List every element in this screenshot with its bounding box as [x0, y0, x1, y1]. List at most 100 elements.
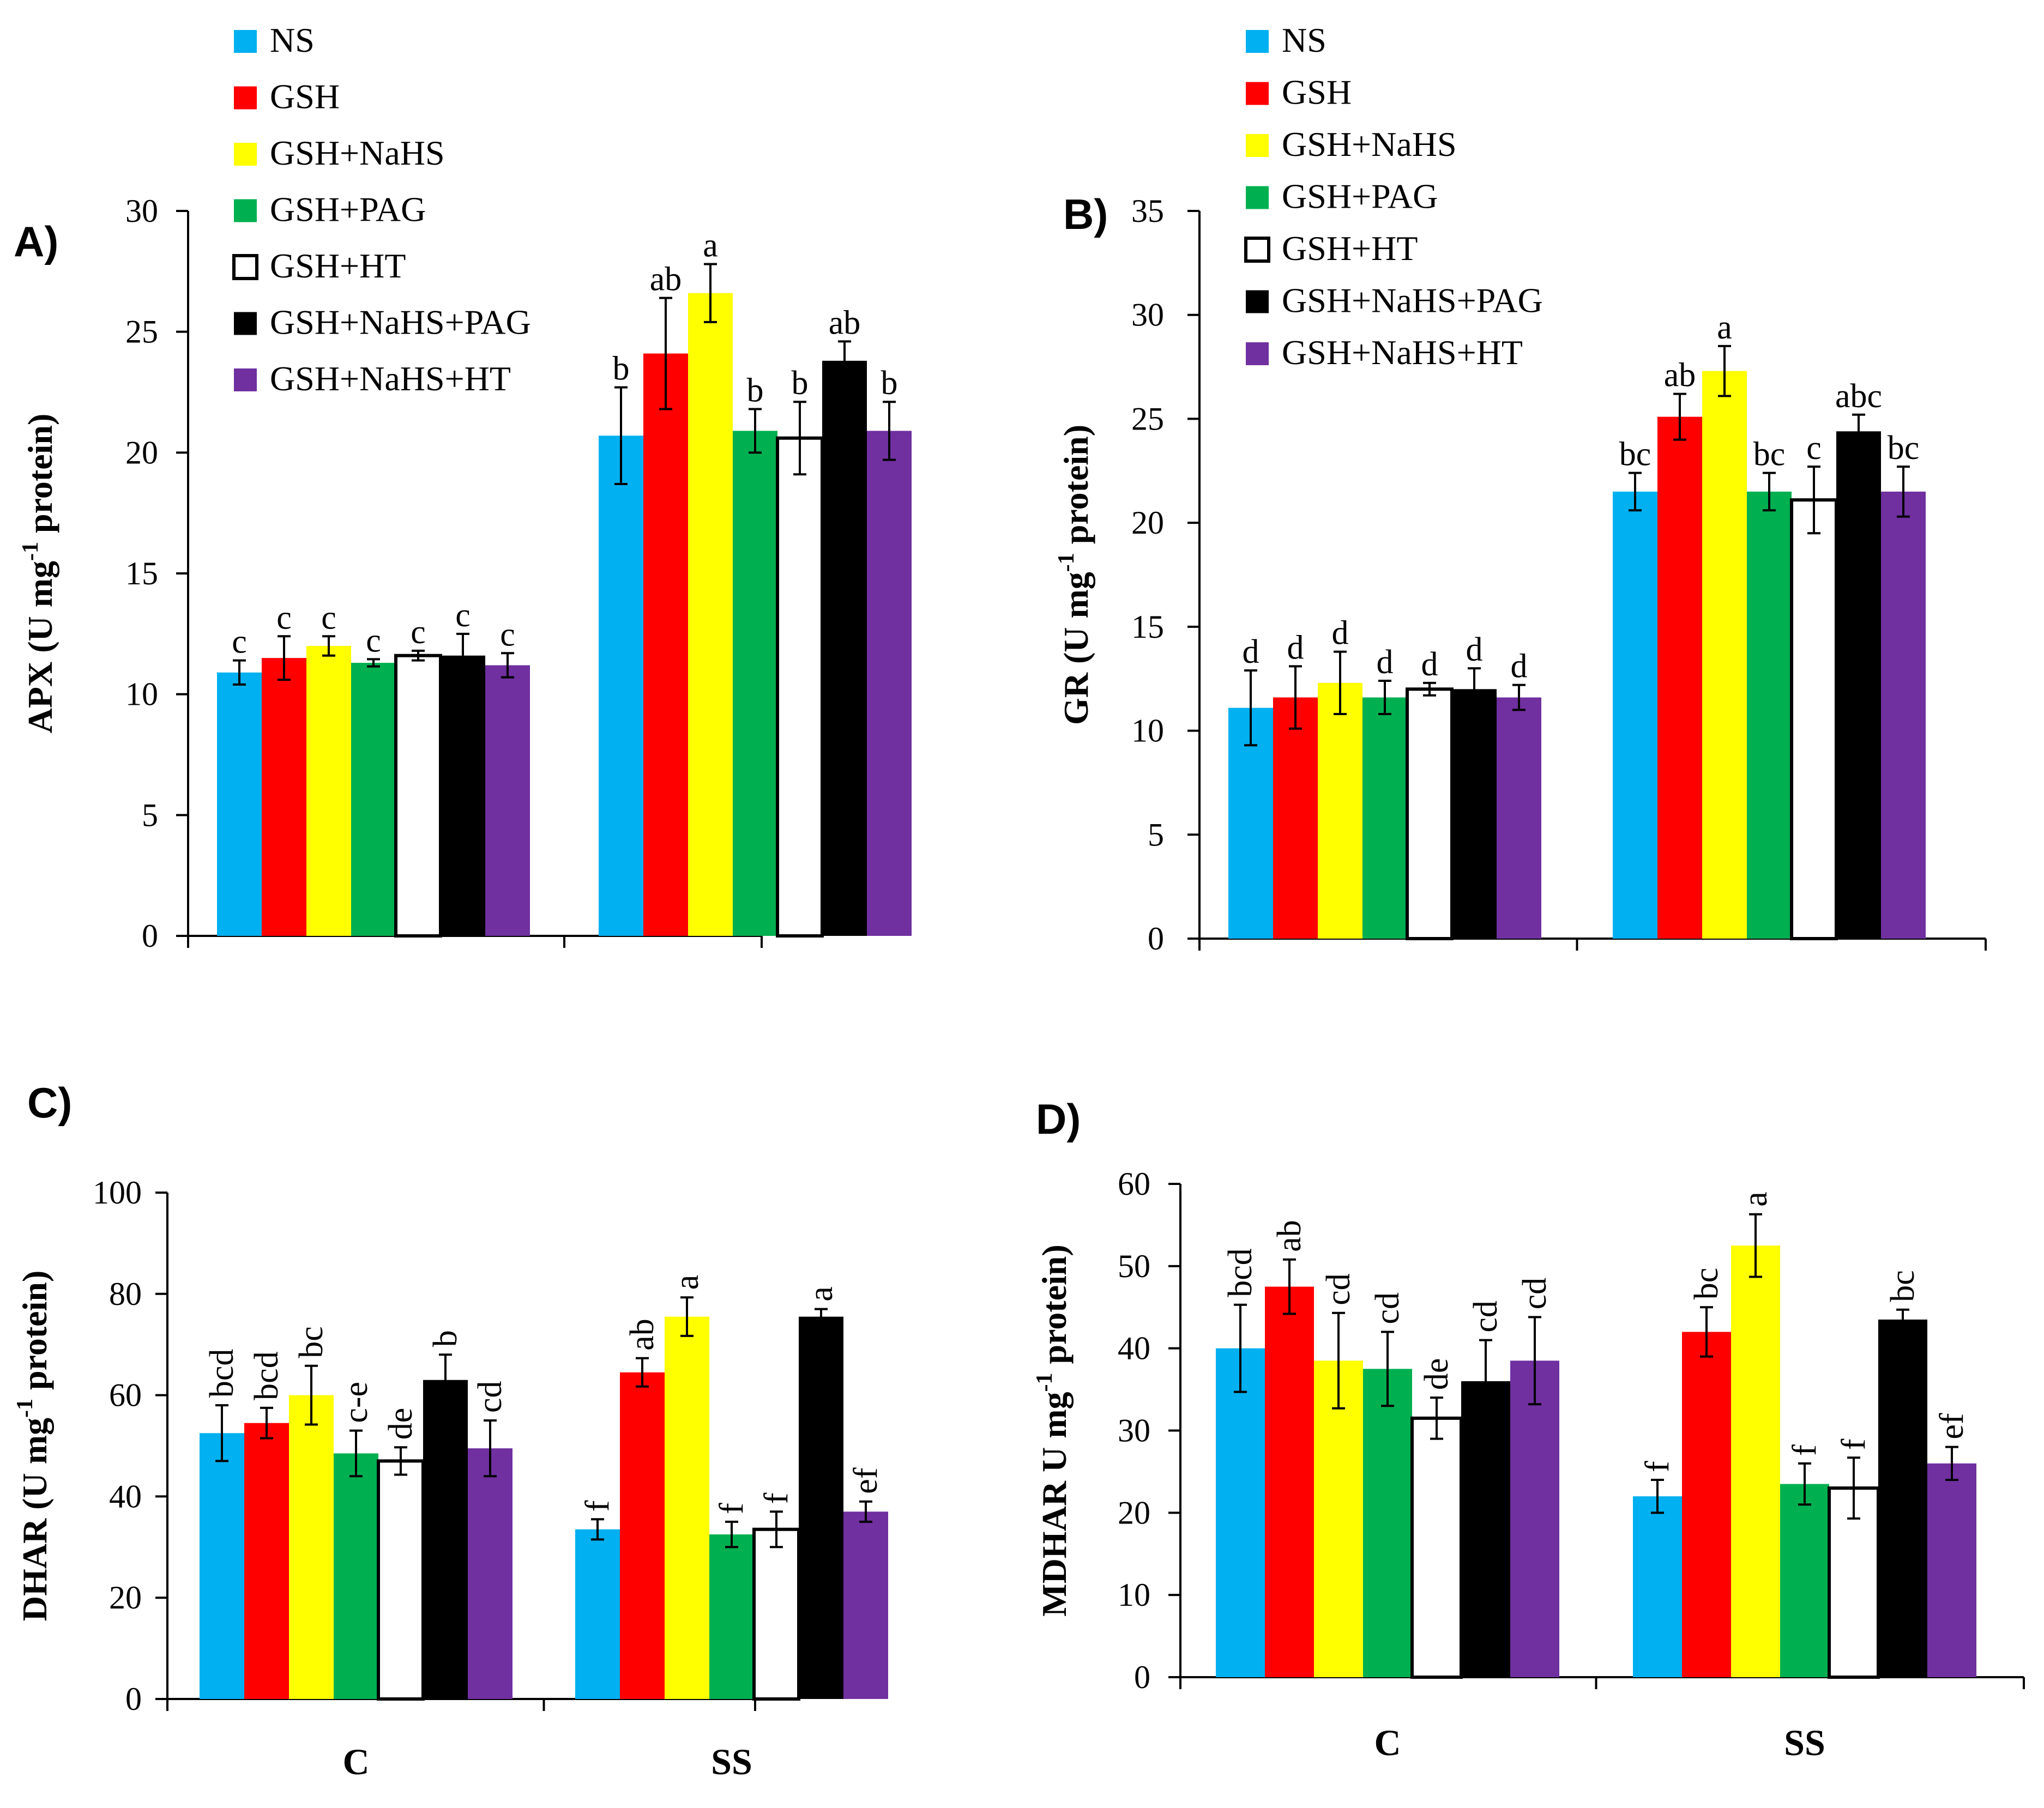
significance-letter: c [500, 616, 515, 653]
significance-letter: ab [624, 1319, 661, 1351]
legend-label: GSH+NaHS [270, 134, 445, 172]
y-tick-label: 30 [125, 193, 158, 229]
y-tick-label: 20 [1131, 505, 1164, 541]
legend-swatch [1246, 134, 1269, 157]
legend-swatch [232, 254, 258, 280]
significance-letter: f [758, 1492, 795, 1504]
y-tick-label: 30 [1131, 297, 1164, 333]
y-axis-title-part: MDHAR U mg [1035, 1392, 1074, 1616]
bar [688, 293, 733, 936]
y-tick-label: 40 [1118, 1331, 1150, 1366]
bar [441, 655, 485, 936]
bar [244, 1423, 289, 1699]
significance-letter: cd [1320, 1273, 1357, 1305]
y-axis-title-part: protein) [15, 1271, 54, 1399]
legend-swatch [1246, 82, 1269, 105]
legend: NS GSH GSH+NaHS GSH+PAG GSH+HT GSH+NaHS+PAG GS… [1244, 21, 1543, 372]
y-tick-label: 0 [142, 918, 158, 954]
y-tick-label: 10 [125, 676, 158, 712]
bar [1702, 371, 1747, 939]
bar [377, 1459, 425, 1701]
significance-letter: d [1421, 646, 1438, 683]
y-tick-label: 80 [109, 1276, 142, 1312]
y-axis-title-superscript: -1 [13, 1399, 38, 1418]
y-tick-label: 25 [125, 314, 158, 350]
bar [485, 665, 530, 936]
y-tick-label: 50 [1118, 1248, 1150, 1284]
significance-letter: d [1287, 629, 1304, 666]
bar [1410, 1416, 1463, 1679]
significance-letter: bc [1753, 436, 1786, 473]
y-axis-title-part: protein) [1057, 425, 1095, 553]
legend-label: GSH+NaHS [1282, 125, 1457, 164]
bar [1265, 1286, 1314, 1677]
significance-letter: b [613, 350, 630, 388]
panel-label: C) [27, 1079, 72, 1127]
bar [620, 1372, 665, 1699]
bar [394, 654, 442, 938]
significance-letter: c [411, 614, 426, 651]
category-label: C [342, 1741, 369, 1782]
significance-letter: b [747, 372, 764, 409]
bar [1881, 491, 1926, 939]
category-label: SS [1784, 1722, 1825, 1763]
bar [1747, 491, 1792, 939]
y-axis-title-part: GR (U mg [1057, 572, 1095, 725]
bar [1452, 689, 1497, 939]
significance-letter: a [668, 1275, 706, 1290]
panel-label: D) [1036, 1095, 1081, 1143]
legend-swatch [234, 143, 257, 166]
bar [575, 1529, 620, 1699]
y-tick-label: 5 [142, 797, 158, 833]
y-axis-title: MDHAR U mg-1 protein) [1032, 1244, 1074, 1617]
significance-letter: bcd [1222, 1248, 1259, 1297]
significance-letter: c-e [337, 1382, 375, 1423]
bar [1780, 1484, 1829, 1677]
legend-label: GSH+PAG [270, 190, 426, 229]
bar [468, 1448, 512, 1699]
significance-letter: bc [1888, 430, 1920, 467]
significance-letter: cd [472, 1381, 509, 1413]
y-tick-label: 20 [125, 434, 158, 470]
legend-label: GSH+NaHS+PAG [270, 303, 531, 342]
y-tick-label: 60 [1118, 1166, 1150, 1202]
y-tick-label: 30 [1118, 1413, 1150, 1449]
bar [1510, 1360, 1559, 1677]
significance-letter: f [579, 1500, 616, 1511]
bar [306, 646, 351, 936]
legend-label: GSH+HT [1282, 229, 1418, 268]
bar [752, 1527, 800, 1701]
legend-swatch [1246, 342, 1269, 365]
significance-letter: ef [847, 1467, 884, 1494]
significance-letter: d [1332, 615, 1349, 652]
bar [1497, 697, 1541, 939]
bar [843, 1511, 888, 1699]
significance-letter: d [1243, 633, 1259, 670]
y-tick-label: 5 [1148, 817, 1164, 852]
y-axis-title-part: DHAR (U mg [15, 1418, 54, 1621]
category-label: C [1374, 1722, 1401, 1763]
significance-letter: c [366, 622, 381, 659]
y-tick-label: 40 [109, 1478, 142, 1514]
legend-label: GSH+NaHS+HT [270, 359, 511, 398]
y-axis-title-superscript: -1 [1032, 1372, 1057, 1392]
significance-letter: abc [1835, 378, 1882, 415]
significance-letter: f [1835, 1438, 1872, 1450]
y-axis-title-part: protein) [21, 414, 59, 542]
significance-letter: a [703, 227, 718, 264]
significance-letter: d [1377, 644, 1394, 681]
legend-label: GSH+PAG [1282, 177, 1438, 216]
y-tick-label: 35 [1131, 193, 1164, 229]
significance-letter: c [276, 599, 292, 636]
y-tick-label: 0 [125, 1681, 142, 1717]
bar [709, 1534, 754, 1699]
legend-label: GSH [270, 77, 340, 116]
y-axis-title-part: APX (U mg [21, 561, 59, 733]
significance-letter: bcd [203, 1349, 240, 1398]
bar [1790, 498, 1838, 940]
y-tick-label: 0 [1148, 921, 1164, 957]
significance-letter: f [1639, 1461, 1676, 1472]
legend-swatch [1246, 290, 1269, 313]
